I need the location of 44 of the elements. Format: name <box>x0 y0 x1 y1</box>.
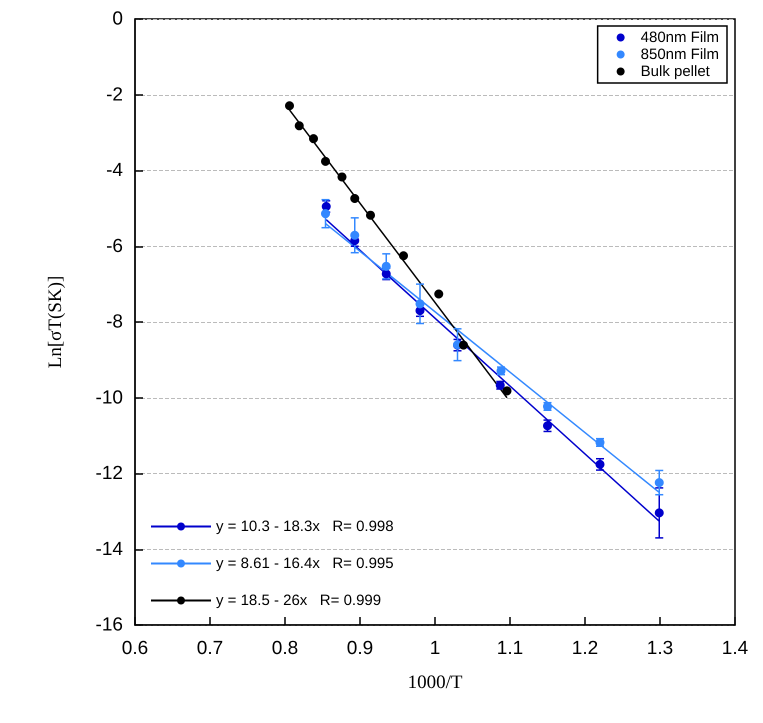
y-tick-label: -14 <box>96 538 124 560</box>
y-tick-label: -2 <box>106 84 123 106</box>
point <box>285 101 294 110</box>
y-tick-label: -10 <box>96 387 123 408</box>
y-tick-label: -16 <box>96 614 123 636</box>
y-tick-label: -12 <box>96 463 123 484</box>
x-tick-label: 0.6 <box>122 638 148 659</box>
point <box>502 386 512 396</box>
point <box>382 262 391 271</box>
y-tick-label: -6 <box>106 236 123 257</box>
x-tick-label: 0.7 <box>196 638 224 659</box>
x-tick-label: 1.2 <box>572 638 598 659</box>
point <box>382 269 391 278</box>
legend-label: Bulk pellet <box>640 63 711 80</box>
legend-label: y = 8.61 - 16.4x R= 0.995 <box>216 555 394 572</box>
legend-label: 480nm Film <box>640 29 720 46</box>
point <box>654 478 664 488</box>
y-axis-title: Ln[σT(SK)] <box>45 276 66 368</box>
point <box>350 230 360 240</box>
x-axis-title: 1000/T <box>408 672 463 693</box>
point <box>350 194 360 204</box>
point <box>338 172 346 182</box>
x-tick-label: 0.8 <box>272 638 298 659</box>
x-tick-label: 1.1 <box>496 638 524 659</box>
x-tick-label: 1 <box>430 638 440 659</box>
legend-label: y = 10.3 - 18.3x R= 0.998 <box>216 518 394 535</box>
y-tick-label: 0 <box>112 8 123 30</box>
point <box>294 121 304 130</box>
point <box>321 209 330 218</box>
point <box>366 210 375 220</box>
point <box>434 289 444 298</box>
point <box>309 134 318 144</box>
point <box>321 156 330 166</box>
y-tick-label: -8 <box>106 312 123 332</box>
x-tick-label: 0.9 <box>346 638 374 659</box>
point <box>399 251 408 260</box>
x-tick-label: 1.3 <box>646 638 674 659</box>
point <box>459 340 468 350</box>
y-tick-label: -4 <box>106 160 124 181</box>
legend-label: 850nm Film <box>640 46 720 63</box>
point <box>416 299 424 308</box>
point <box>654 508 664 518</box>
x-tick-label: 1.4 <box>722 638 749 659</box>
legend-label: y = 18.5 - 26x R= 0.999 <box>216 592 382 609</box>
